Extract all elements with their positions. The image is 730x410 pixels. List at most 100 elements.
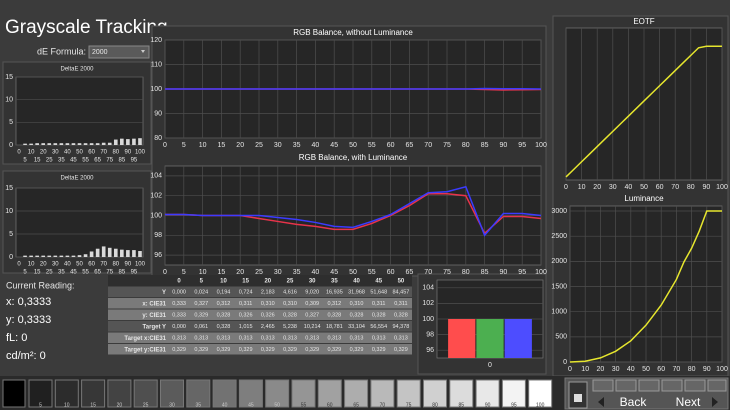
- tool-button[interactable]: [615, 379, 637, 392]
- data-line: [565, 45, 722, 178]
- table-cell: 0,000: [172, 290, 186, 296]
- table-cell: 0,313: [194, 336, 208, 342]
- x-tick-label: 45: [330, 142, 338, 149]
- bar: [113, 139, 118, 145]
- tool-button[interactable]: [592, 379, 614, 392]
- bar: [53, 143, 58, 145]
- reading-line: fL: 0: [6, 332, 27, 344]
- x-tick-label: 35: [293, 269, 301, 276]
- x-tick-label: 10: [28, 262, 35, 268]
- tool-button[interactable]: [707, 379, 727, 392]
- x-tick-label: 0: [163, 142, 167, 149]
- bar: [35, 255, 39, 257]
- table-cell: 0,313: [172, 336, 186, 342]
- swatch[interactable]: [291, 379, 316, 408]
- x-tick-label: 100: [716, 184, 728, 191]
- swatch[interactable]: [528, 379, 553, 408]
- swatch-label: 100: [536, 402, 545, 408]
- x-tick-label: 55: [368, 142, 376, 149]
- x-tick-label: 65: [94, 270, 101, 276]
- swatch[interactable]: [396, 379, 421, 408]
- x-tick-label: 80: [688, 366, 696, 373]
- x-tick-label: 0: [17, 262, 21, 268]
- chart-title: DeltaE 2000: [60, 176, 94, 182]
- x-tick-label: 60: [387, 142, 395, 149]
- swatch[interactable]: [475, 379, 500, 408]
- swatch[interactable]: [81, 379, 106, 408]
- table-row-label: Target x:CIE31: [124, 336, 166, 342]
- back-button[interactable]: Back: [620, 395, 648, 409]
- bar: [132, 250, 136, 257]
- table-cell: 0,313: [283, 336, 297, 342]
- table-cell: 0,333: [172, 301, 186, 307]
- table-cell: 0,313: [327, 336, 341, 342]
- x-tick-label: 0: [568, 366, 572, 373]
- data-line: [569, 210, 722, 363]
- swatch[interactable]: [54, 379, 79, 408]
- dropdown-arrow: [141, 50, 145, 53]
- x-tick-label: 30: [274, 269, 282, 276]
- swatch[interactable]: [501, 379, 526, 408]
- x-tick-label: 90: [125, 150, 132, 156]
- swatch[interactable]: [238, 379, 263, 408]
- x-tick-label: 45: [70, 270, 77, 276]
- table-column-header: 10: [220, 278, 227, 284]
- swatch[interactable]: [212, 379, 237, 408]
- swatch[interactable]: [160, 379, 184, 408]
- table-cell: 0,329: [217, 347, 231, 353]
- bar: [47, 255, 52, 257]
- table-cell: 84,457: [392, 290, 409, 296]
- swatch[interactable]: [133, 379, 158, 408]
- table-cell: 0,333: [172, 313, 186, 319]
- x-tick-label: 25: [46, 158, 53, 164]
- x-tick-label: 10: [581, 366, 589, 373]
- table-cell: 0,024: [194, 290, 208, 296]
- x-tick-label: 65: [94, 158, 101, 164]
- tool-button[interactable]: [638, 379, 660, 392]
- tool-button[interactable]: [684, 379, 706, 392]
- bar: [132, 138, 136, 145]
- table-row-bg: [108, 321, 412, 332]
- swatch[interactable]: [370, 379, 395, 408]
- x-tick-label: 25: [255, 269, 263, 276]
- table-row-label: x: CIE31: [142, 301, 166, 307]
- swatch[interactable]: [107, 379, 132, 408]
- bar: [35, 143, 39, 145]
- bar: [77, 255, 82, 257]
- x-tick-label: 5: [23, 158, 27, 164]
- swatch[interactable]: [344, 379, 369, 408]
- bar: [89, 251, 94, 257]
- swatch[interactable]: [265, 379, 290, 408]
- x-tick-label: 55: [82, 270, 89, 276]
- table-cell: 0,310: [350, 301, 364, 307]
- swatch[interactable]: [423, 379, 447, 408]
- tool-button[interactable]: [661, 379, 683, 392]
- swatch[interactable]: [28, 379, 53, 408]
- y-tick-label: 120: [150, 37, 162, 44]
- bar: [41, 143, 46, 145]
- bar: [59, 143, 64, 145]
- x-tick-label: 45: [330, 269, 338, 276]
- table-row-label: y: CIE31: [142, 313, 166, 319]
- swatch[interactable]: [2, 379, 26, 408]
- reading-line: x: 0,3333: [6, 296, 51, 308]
- swatch-label: 20: [117, 402, 123, 408]
- table-cell: 0,328: [372, 313, 386, 319]
- x-tick-label: 5: [182, 142, 186, 149]
- swatch[interactable]: [317, 379, 342, 408]
- table-column-header: 25: [287, 278, 294, 284]
- swatch-label: 75: [406, 402, 412, 408]
- next-button[interactable]: Next: [676, 395, 701, 409]
- x-tick-label: 90: [703, 184, 711, 191]
- x-tick-label: 55: [82, 158, 89, 164]
- x-tick-label: 80: [462, 269, 470, 276]
- de-formula-dropdown[interactable]: [88, 45, 150, 59]
- swatch[interactable]: [449, 379, 474, 408]
- bar: [107, 247, 112, 257]
- y-tick-label: 104: [150, 173, 162, 180]
- swatch[interactable]: [186, 379, 211, 408]
- y-tick-label: 102: [422, 300, 434, 307]
- plot-area: [15, 76, 144, 146]
- stop-icon: [574, 394, 582, 402]
